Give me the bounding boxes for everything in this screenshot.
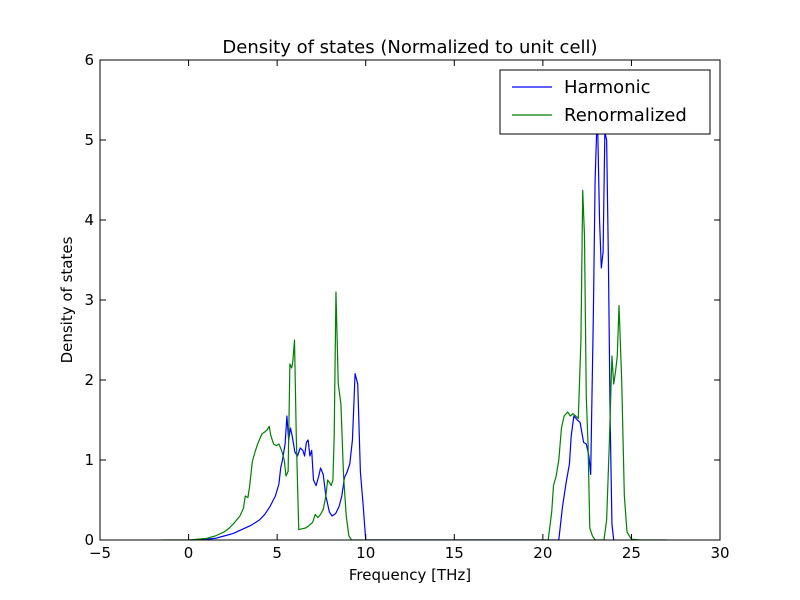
x-tick-label: 10	[356, 544, 375, 562]
y-tick-label: 6	[84, 51, 94, 69]
chart-title: Density of states (Normalized to unit ce…	[222, 37, 597, 58]
y-axis: 0 1 2 3 4 5 6	[84, 51, 720, 549]
series-line-harmonic	[197, 123, 615, 540]
x-tick-label: 30	[710, 544, 729, 562]
x-tick-label: −5	[89, 544, 111, 562]
legend-box	[499, 69, 711, 135]
legend: Harmonic Renormalized	[499, 69, 711, 135]
x-tick-label: 0	[184, 544, 194, 562]
y-tick-label: 5	[84, 131, 94, 149]
series-layer	[162, 123, 667, 540]
x-tick-label: 25	[622, 544, 641, 562]
x-axis: −5 0 5 10 15 20 25 30	[89, 60, 730, 562]
x-tick-label: 20	[533, 544, 552, 562]
legend-label-harmonic: Harmonic	[564, 77, 651, 98]
x-tick-label: 5	[272, 544, 282, 562]
legend-label-renormalized: Renormalized	[564, 105, 687, 126]
x-tick-label: 15	[445, 544, 464, 562]
y-axis-label: Density of states	[58, 236, 76, 363]
y-tick-label: 0	[84, 531, 94, 549]
y-tick-label: 2	[84, 371, 94, 389]
y-tick-label: 3	[84, 291, 94, 309]
y-tick-label: 4	[84, 211, 94, 229]
y-tick-label: 1	[84, 451, 94, 469]
series-line-renormalized	[162, 189, 667, 540]
x-axis-label: Frequency [THz]	[349, 566, 471, 584]
